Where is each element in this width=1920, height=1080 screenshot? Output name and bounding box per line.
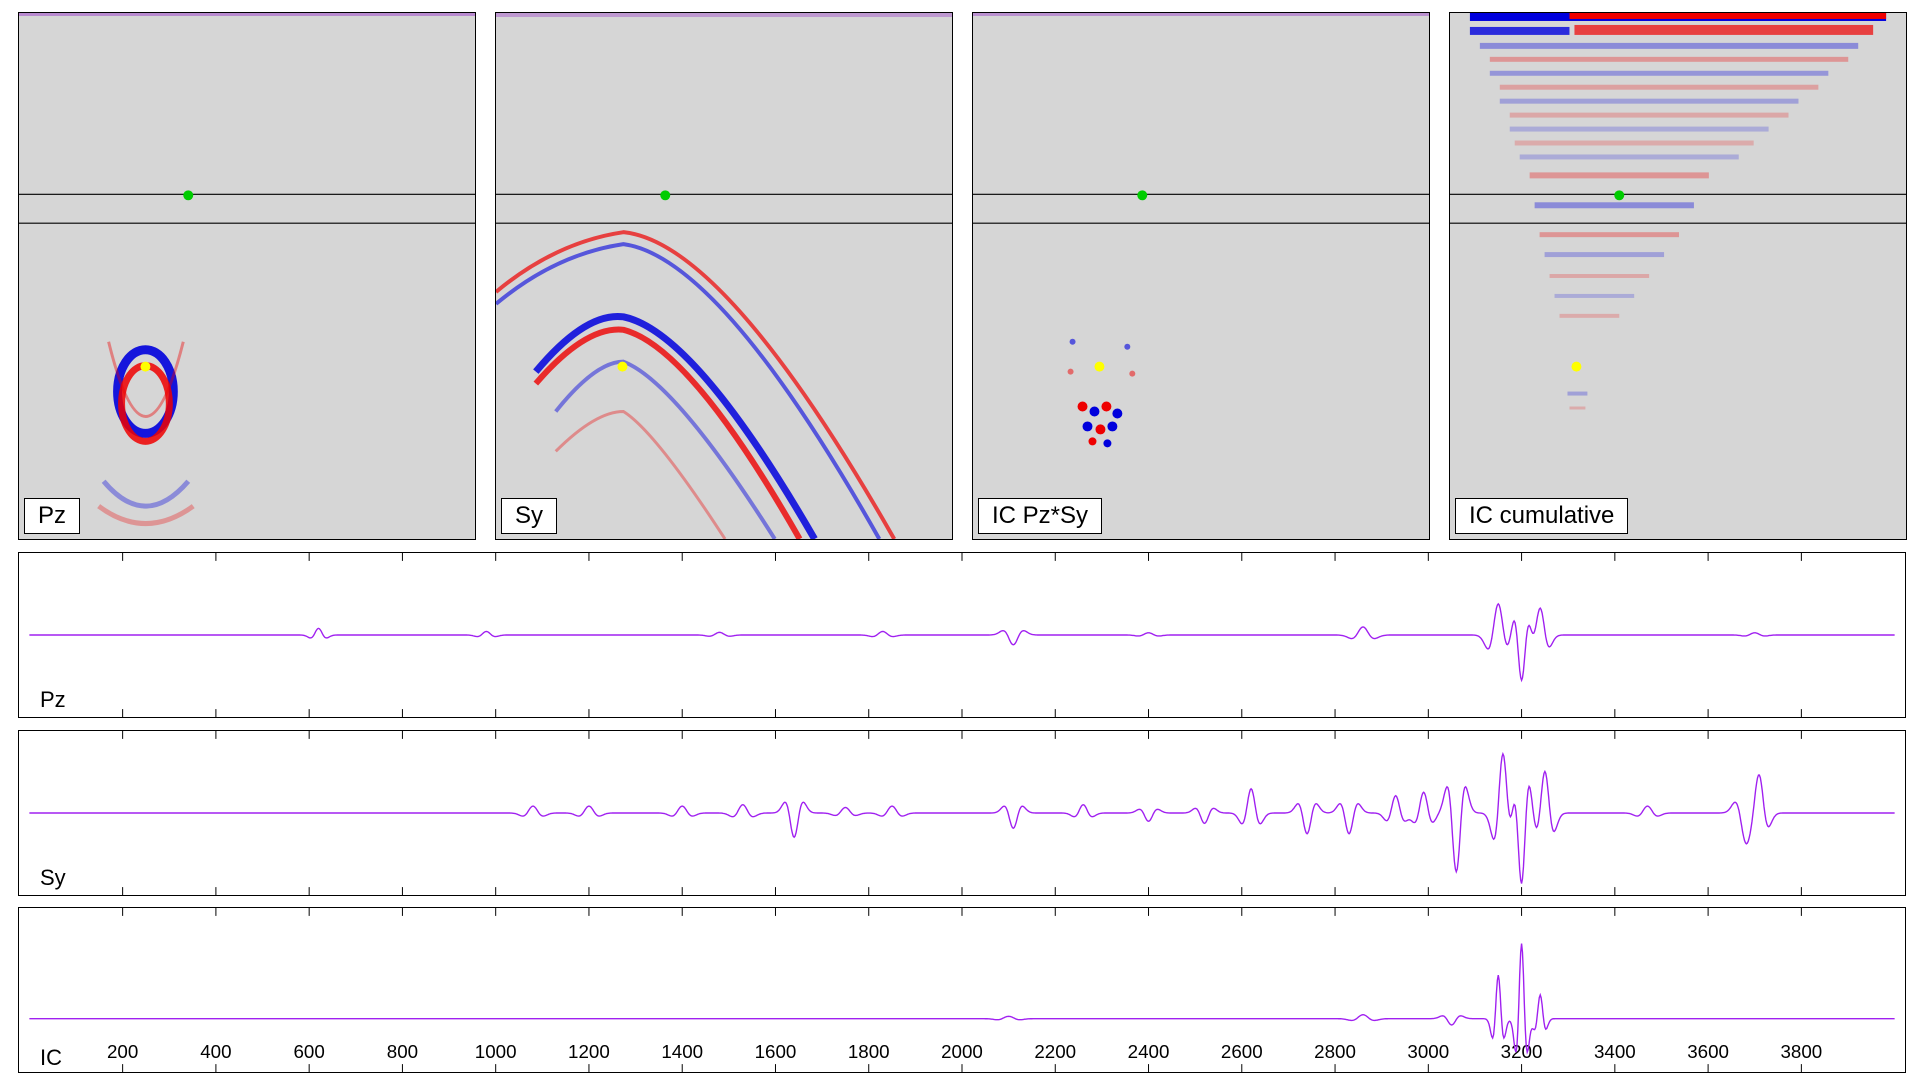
waveform-line bbox=[29, 943, 1895, 1055]
x-tick-label: 200 bbox=[107, 1041, 138, 1062]
x-tick-label: 2600 bbox=[1221, 1041, 1263, 1062]
x-tick-label: 2400 bbox=[1128, 1041, 1170, 1062]
trace-label: Sy bbox=[40, 865, 66, 890]
receiver-marker bbox=[1614, 190, 1625, 201]
wavefront-neg bbox=[113, 345, 178, 438]
x-tick-label: 800 bbox=[387, 1041, 418, 1062]
x-tick-label: 3200 bbox=[1501, 1041, 1543, 1062]
source-marker bbox=[140, 361, 151, 372]
source-marker bbox=[1571, 361, 1582, 372]
wavefront-inner-4 bbox=[554, 409, 727, 539]
wavefront-outer-2 bbox=[496, 242, 882, 539]
wavefield-image-ic-cumulative bbox=[1450, 13, 1906, 410]
wavefield-panel-ic: IC Pz*Sy bbox=[972, 12, 1430, 540]
wavefront-outer bbox=[496, 230, 896, 539]
waveform-line bbox=[29, 602, 1895, 683]
wavefield-panel-ic-cumulative: IC cumulative bbox=[1449, 12, 1907, 540]
wavefield-image-ic bbox=[973, 13, 1429, 448]
x-tick-label: 3800 bbox=[1780, 1041, 1822, 1062]
x-tick-label: 1600 bbox=[755, 1041, 797, 1062]
trace-plot-ic: 200 400 600 800 1000 1200 1400 1600 1800 2000 2200… bbox=[18, 907, 1906, 1073]
trace-plot-sy: Sy bbox=[18, 730, 1906, 896]
wavefield-panel-sy: Sy bbox=[495, 12, 953, 540]
cumulative-stripes bbox=[1469, 13, 1887, 410]
trace-svg: 200 400 600 800 1000 1200 1400 1600 1800 2000 2200… bbox=[29, 908, 1895, 1072]
wavefront-inner bbox=[533, 312, 818, 539]
x-tick-label: 1200 bbox=[568, 1041, 610, 1062]
trace-label: IC bbox=[40, 1045, 62, 1070]
wavefront-faint bbox=[107, 341, 185, 418]
wavefront-lower bbox=[101, 479, 191, 509]
ic-speckles bbox=[1067, 338, 1136, 448]
x-tick-label: 400 bbox=[200, 1041, 231, 1062]
panel-label: IC Pz*Sy bbox=[978, 498, 1103, 534]
receiver-marker bbox=[660, 190, 671, 201]
x-tick-label: 1000 bbox=[475, 1041, 517, 1062]
waveform-line bbox=[29, 751, 1895, 884]
receiver-marker bbox=[183, 190, 194, 201]
source-marker bbox=[617, 361, 628, 372]
wavefront-lower-2 bbox=[97, 504, 195, 526]
x-tick-label: 600 bbox=[294, 1041, 325, 1062]
surface-noise bbox=[973, 13, 1429, 16]
trace-label: Pz bbox=[40, 687, 66, 712]
wavefront-inner-2 bbox=[533, 326, 803, 539]
trace-svg bbox=[29, 731, 1895, 895]
wavefield-image-sy bbox=[496, 13, 952, 539]
x-tick-label: 3000 bbox=[1407, 1041, 1449, 1062]
x-tick-label: 3600 bbox=[1687, 1041, 1729, 1062]
receiver-marker bbox=[1137, 190, 1148, 201]
panel-label: Sy bbox=[501, 498, 558, 534]
x-tick-label: 3400 bbox=[1594, 1041, 1636, 1062]
wavefield-panel-pz: Pz bbox=[18, 12, 476, 540]
surface-noise bbox=[19, 13, 475, 16]
x-tick-label: 1800 bbox=[848, 1041, 890, 1062]
surface-noise bbox=[496, 13, 952, 17]
x-tick-label: 1400 bbox=[661, 1041, 703, 1062]
x-tick-label: 2800 bbox=[1314, 1041, 1356, 1062]
trace-svg bbox=[29, 553, 1895, 717]
x-tick-label: 2200 bbox=[1034, 1041, 1076, 1062]
panel-label: Pz bbox=[24, 498, 81, 534]
trace-plot-pz: Pz bbox=[18, 552, 1906, 718]
panel-label: IC cumulative bbox=[1455, 498, 1629, 534]
x-tick-label: 2000 bbox=[941, 1041, 983, 1062]
wavefield-image-pz bbox=[19, 13, 475, 526]
wavefront-inner-3 bbox=[554, 359, 777, 539]
source-marker bbox=[1094, 361, 1105, 372]
